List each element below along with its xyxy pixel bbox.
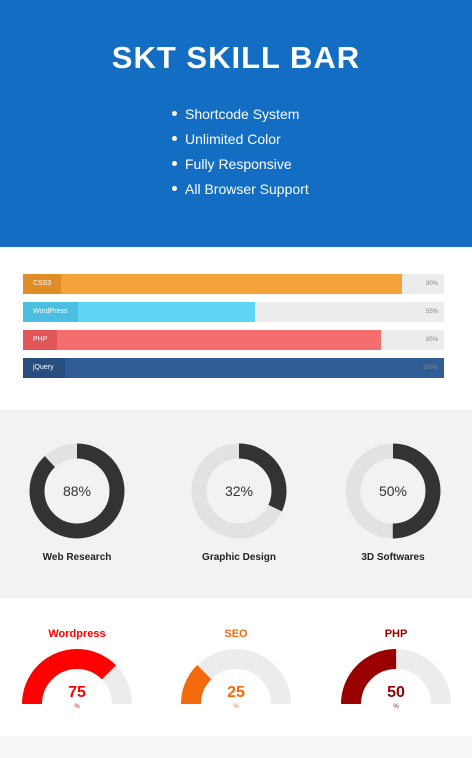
- gauge-fill: [341, 649, 451, 705]
- skill-bar-fill: [23, 330, 381, 350]
- gauge-value: 25: [227, 684, 245, 701]
- footer-strip: [0, 736, 472, 758]
- circle-skill-label: 3D Softwares: [361, 552, 425, 563]
- feature-list: Shortcode System Unlimited Color Fully R…: [172, 102, 309, 202]
- donut-chart: [191, 443, 287, 539]
- skill-bar-label: CSS3: [23, 274, 61, 294]
- donut-value: 32%: [224, 483, 254, 499]
- gauge-value: 75: [68, 684, 86, 701]
- donut-chart: [345, 443, 441, 539]
- feature-item: Shortcode System: [172, 102, 309, 127]
- gauge-title: SEO: [224, 628, 248, 640]
- skill-bar-label: WordPress: [23, 302, 78, 322]
- circle-skills-section: 88% Web Research 32% Graphic Design 50% …: [0, 410, 472, 598]
- feature-item: Unlimited Color: [172, 127, 309, 152]
- skill-bar-wordpress: WordPress 55%: [23, 302, 444, 322]
- feature-item: All Browser Support: [172, 177, 309, 202]
- feature-item: Fully Responsive: [172, 152, 309, 177]
- donut-fill: [29, 443, 125, 539]
- skill-bar-label: PHP: [23, 330, 57, 350]
- skill-bar-css3: CSS3 90%: [23, 274, 444, 294]
- gauge-chart: [22, 649, 132, 705]
- circle-skill-web-research: 88% Web Research: [17, 443, 137, 563]
- gauge-skills-section: Wordpress 75 % SEO 25 % PHP 50 %: [0, 598, 472, 736]
- skill-bar-php: PHP 85%: [23, 330, 444, 350]
- skill-bar-percent: 85%: [425, 337, 438, 343]
- gauge-title: PHP: [384, 628, 408, 640]
- gauge-unit: %: [233, 704, 239, 710]
- donut-fill: [345, 443, 441, 539]
- skill-bar-fill: [23, 358, 444, 378]
- gauge-fill: [181, 649, 291, 705]
- skill-bar-fill: [23, 302, 255, 322]
- gauge-chart: [181, 649, 291, 705]
- gauge-fill: [22, 649, 132, 705]
- skill-bar-label: jQuery: [23, 358, 65, 378]
- skill-bar-fill: [23, 274, 402, 294]
- donut-value: 88%: [62, 483, 92, 499]
- donut-fill: [191, 443, 287, 539]
- skill-bar-percent: 55%: [425, 309, 438, 315]
- gauge-value: 50: [387, 684, 405, 701]
- circle-skill-3d-softwares: 50% 3D Softwares: [333, 443, 453, 563]
- skill-bar-jquery: jQuery 100%: [23, 358, 444, 378]
- gauge-unit: %: [74, 704, 80, 710]
- circle-skill-graphic-design: 32% Graphic Design: [179, 443, 299, 563]
- gauge-chart: [341, 649, 451, 705]
- skill-bars-section: CSS3 90% WordPress 55% PHP 85% jQuery 10…: [0, 247, 472, 410]
- skill-bar-percent: 90%: [425, 281, 438, 287]
- donut-chart: [29, 443, 125, 539]
- page-title: SKT SKILL BAR: [111, 40, 361, 75]
- hero-banner: SKT SKILL BAR Shortcode System Unlimited…: [0, 0, 472, 247]
- gauge-title: Wordpress: [48, 628, 106, 640]
- gauge-unit: %: [393, 704, 399, 710]
- skill-bar-percent: 100%: [422, 365, 438, 371]
- circle-skill-label: Graphic Design: [202, 552, 276, 563]
- donut-value: 50%: [378, 483, 408, 499]
- circle-skill-label: Web Research: [42, 552, 112, 563]
